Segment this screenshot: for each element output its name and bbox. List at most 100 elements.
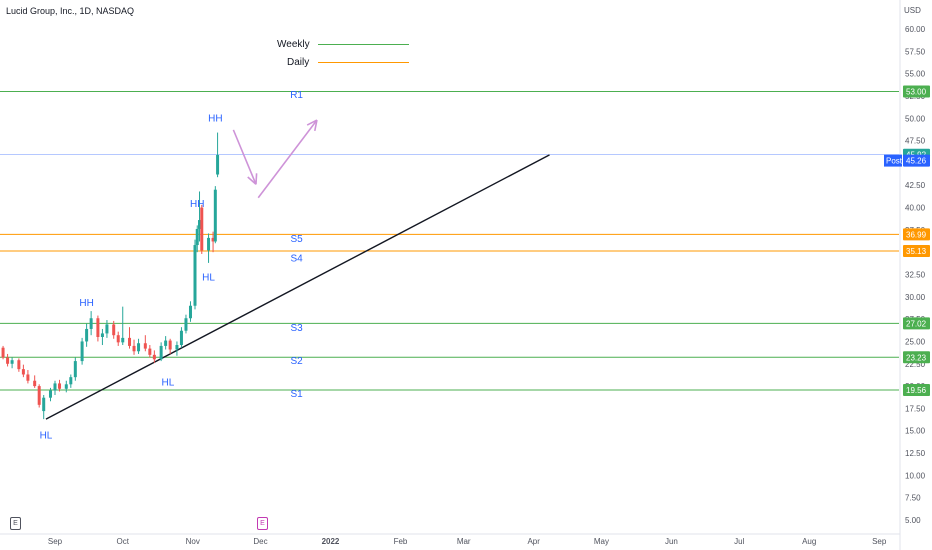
candle[interactable]	[48, 390, 52, 398]
candle[interactable]	[21, 369, 25, 375]
currency-label: USD	[904, 6, 921, 15]
annotation-hh: HH	[79, 298, 93, 309]
candle[interactable]	[116, 335, 120, 343]
price-tick-label: 17.50	[905, 404, 926, 413]
candle[interactable]	[198, 220, 202, 229]
price-badge-r1-text: 53.00	[906, 87, 927, 96]
candle[interactable]	[200, 207, 204, 251]
annotation-s3: S3	[290, 323, 303, 334]
projection-arrow-head	[255, 173, 258, 185]
price-tick-label: 55.00	[905, 70, 926, 79]
candle[interactable]	[26, 374, 30, 381]
upcoming-earnings-icon[interactable]: E	[257, 517, 268, 530]
price-tick-label: 25.00	[905, 337, 926, 346]
projection-arrow-head	[247, 176, 257, 185]
candle[interactable]	[121, 337, 125, 343]
price-tick-label: 22.50	[905, 360, 926, 369]
time-tick-label: Jul	[734, 537, 744, 546]
annotation-s2: S2	[290, 356, 303, 367]
candle[interactable]	[89, 318, 93, 329]
price-tick-label: 60.00	[905, 25, 926, 34]
candle[interactable]	[148, 348, 152, 355]
candle[interactable]	[188, 305, 192, 319]
legend-daily-line	[318, 62, 409, 63]
candle[interactable]	[80, 341, 84, 362]
time-tick-label: Apr	[527, 537, 540, 546]
post-market-tag[interactable]	[884, 154, 902, 167]
candle[interactable]	[58, 383, 62, 389]
price-badge-s2-text: 23.23	[906, 353, 927, 362]
projection-arrow-head	[306, 119, 318, 126]
candle[interactable]	[207, 237, 211, 251]
time-tick-label: 2022	[322, 537, 340, 546]
legend-weekly-line	[318, 44, 409, 45]
candle[interactable]	[100, 333, 104, 337]
candle[interactable]	[168, 340, 172, 350]
candle[interactable]	[195, 228, 199, 246]
price-tick-label: 15.00	[905, 427, 926, 436]
annotation-s4: S4	[290, 254, 303, 265]
candle[interactable]	[211, 237, 215, 242]
annotation-r1: R1	[290, 90, 303, 101]
candle[interactable]	[216, 154, 220, 175]
price-badge-s2[interactable]	[903, 351, 930, 364]
price-badge-s5-text: 36.99	[906, 230, 927, 239]
price-badge-s4[interactable]	[903, 245, 930, 258]
projection-arrow-1[interactable]	[232, 129, 257, 185]
annotation-hl: HL	[162, 378, 175, 389]
candle[interactable]	[10, 360, 14, 364]
price-tick-label: 32.50	[905, 271, 926, 280]
annotation-hh: HH	[190, 199, 204, 210]
candle[interactable]	[159, 345, 163, 360]
price-badge-s4-text: 35.13	[906, 247, 927, 256]
candle[interactable]	[6, 357, 10, 364]
time-tick-label: Feb	[394, 537, 408, 546]
price-tick-label: 7.50	[905, 494, 921, 503]
candle[interactable]	[128, 337, 132, 346]
candle[interactable]	[85, 328, 89, 342]
candle[interactable]	[175, 345, 179, 350]
time-tick-label: May	[594, 537, 609, 546]
candle[interactable]	[33, 380, 37, 387]
candle[interactable]	[69, 377, 73, 385]
price-badge-s3[interactable]	[903, 317, 930, 330]
candle[interactable]	[53, 383, 57, 391]
earnings-event-icon[interactable]: E	[10, 517, 21, 530]
candle[interactable]	[112, 324, 116, 336]
candle[interactable]	[73, 361, 77, 378]
candle[interactable]	[42, 397, 46, 412]
projection-arrow-2[interactable]	[257, 119, 318, 199]
trendline[interactable]	[45, 154, 550, 420]
time-tick-label: Oct	[117, 537, 130, 546]
candle[interactable]	[184, 318, 188, 331]
price-tick-label: 10.00	[905, 471, 926, 480]
time-tick-label: Sep	[48, 537, 63, 546]
candle[interactable]	[96, 318, 100, 337]
chart-title: Lucid Group, Inc., 1D, NASDAQ	[6, 6, 135, 16]
candle[interactable]	[64, 384, 68, 389]
price-badge-s3-text: 27.02	[906, 319, 927, 328]
post-market-badge-text: 45.26	[906, 157, 927, 166]
candle[interactable]	[179, 330, 183, 346]
annotation-s1: S1	[290, 389, 303, 400]
candle[interactable]	[105, 324, 109, 334]
price-tick-label: 12.50	[905, 449, 926, 458]
price-badge-r1[interactable]	[903, 85, 930, 98]
candle[interactable]	[152, 354, 156, 360]
candle[interactable]	[137, 343, 141, 352]
candle[interactable]	[132, 345, 136, 352]
candle[interactable]	[1, 347, 5, 358]
price-tick-label: 47.50	[905, 137, 926, 146]
candle[interactable]	[164, 340, 168, 346]
candle[interactable]	[143, 343, 147, 349]
candle[interactable]	[193, 245, 197, 306]
candle[interactable]	[37, 386, 41, 405]
price-badge-s5[interactable]	[903, 228, 930, 241]
price-badge-s1-text: 19.56	[906, 386, 927, 395]
candle[interactable]	[213, 189, 217, 242]
candle[interactable]	[17, 360, 21, 370]
price-badge-s1[interactable]	[903, 384, 930, 397]
post-market-badge[interactable]	[903, 154, 930, 167]
price-tick-label: 5.00	[905, 516, 921, 525]
